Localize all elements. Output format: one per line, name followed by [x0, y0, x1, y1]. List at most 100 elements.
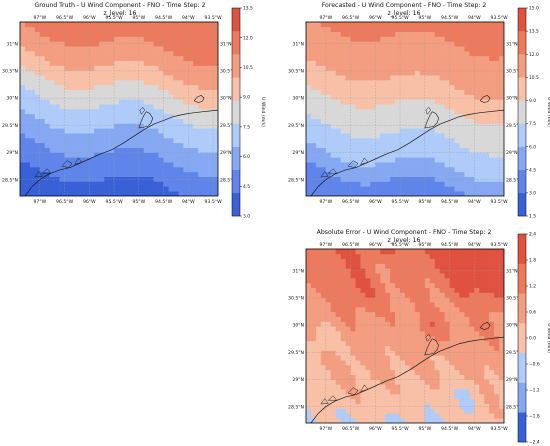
- heatmap-cell: [335, 51, 341, 57]
- heatmap-cell: [395, 249, 401, 255]
- heatmap-cell: [464, 258, 470, 264]
- heatmap-cell: [419, 302, 426, 308]
- heatmap-cell: [183, 147, 189, 153]
- heatmap-cell: [345, 22, 351, 28]
- heatmap-cell: [414, 273, 421, 279]
- heatmap-cell: [325, 147, 332, 153]
- heatmap-cell: [424, 36, 431, 42]
- heatmap-cell: [454, 360, 460, 366]
- heatmap-cell: [494, 413, 500, 419]
- heatmap-cell: [474, 41, 480, 47]
- heatmap-cell: [69, 104, 75, 110]
- heatmap-cell: [49, 84, 55, 90]
- heatmap-cell: [409, 249, 416, 255]
- heatmap-cell: [340, 60, 346, 66]
- heatmap-cell: [79, 70, 85, 76]
- heatmap-cell: [89, 104, 95, 110]
- heatmap-cell: [464, 128, 470, 134]
- heatmap-cell: [439, 302, 445, 308]
- heatmap-cell: [380, 263, 386, 269]
- heatmap-cell: [390, 147, 396, 153]
- heatmap-cell: [315, 60, 322, 66]
- heatmap-cell: [163, 36, 169, 42]
- heatmap-cell: [89, 41, 95, 47]
- heatmap-cell: [400, 118, 406, 124]
- heatmap-cell: [133, 94, 140, 100]
- heatmap-cell: [474, 152, 480, 158]
- heatmap-cell: [489, 31, 495, 37]
- heatmap-cell: [325, 26, 332, 32]
- y-tick-label: 31°N: [292, 41, 304, 47]
- heatmap-cell: [183, 138, 189, 144]
- heatmap-cell: [99, 142, 105, 148]
- heatmap-cell: [163, 142, 169, 148]
- heatmap-cell: [469, 263, 475, 269]
- heatmap-cell: [208, 60, 214, 66]
- heatmap-cell: [434, 142, 440, 148]
- heatmap-cell: [306, 75, 312, 81]
- heatmap-cell: [449, 307, 455, 313]
- heatmap-cell: [365, 321, 371, 327]
- heatmap-cell: [320, 186, 327, 192]
- heatmap-cell: [370, 345, 376, 351]
- heatmap-cell: [429, 181, 435, 187]
- heatmap-cell: [168, 26, 174, 32]
- heatmap-cell: [325, 167, 332, 173]
- x-tick-label: 94°W: [468, 15, 481, 21]
- heatmap-cell: [335, 55, 341, 61]
- coastline-path: [310, 336, 504, 423]
- heatmap-cell: [64, 75, 70, 81]
- heatmap-cell: [469, 55, 475, 61]
- heatmap-cell: [424, 418, 431, 423]
- heatmap-cell: [395, 70, 401, 76]
- heatmap-cell: [380, 46, 386, 52]
- heatmap-cell: [74, 118, 80, 124]
- heatmap-cell: [454, 369, 460, 375]
- heatmap-cell: [350, 345, 356, 351]
- heatmap-cell: [424, 70, 431, 76]
- heatmap-cell: [148, 65, 154, 71]
- heatmap-cell: [213, 55, 218, 61]
- heatmap-cell: [345, 336, 351, 342]
- heatmap-cell: [360, 340, 366, 346]
- heatmap-cell: [360, 70, 366, 76]
- heatmap-cell: [395, 369, 401, 375]
- heatmap-cell: [419, 75, 426, 81]
- x-tick-label: 94.5°W: [155, 15, 173, 21]
- heatmap-cell: [163, 133, 169, 139]
- heatmap-cell: [330, 321, 336, 327]
- heatmap-cell: [464, 287, 470, 293]
- heatmap-cell: [330, 374, 336, 380]
- heatmap-cell: [163, 123, 169, 129]
- heatmap-cell: [335, 191, 341, 196]
- heatmap-cell: [380, 60, 386, 66]
- heatmap-cell: [365, 138, 371, 144]
- heatmap-cell: [345, 287, 351, 293]
- heatmap-cell: [310, 31, 317, 37]
- heatmap-cell: [44, 84, 50, 90]
- heatmap-cell: [44, 65, 50, 71]
- heatmap-cell: [380, 157, 386, 163]
- heatmap-cell: [365, 75, 371, 81]
- heatmap-cell: [193, 75, 199, 81]
- heatmap-cell: [494, 287, 500, 293]
- heatmap-cell: [454, 258, 460, 264]
- heatmap-cell: [494, 191, 500, 196]
- heatmap-cell: [315, 191, 322, 196]
- x-tick-label: 96.5°W: [342, 242, 360, 248]
- heatmap-cell: [449, 403, 455, 409]
- heatmap-cell: [479, 26, 485, 32]
- heatmap-cell: [39, 167, 46, 173]
- heatmap-cell: [489, 258, 495, 264]
- heatmap-cell: [310, 321, 317, 327]
- heatmap-cell: [99, 94, 105, 100]
- heatmap-cell: [49, 191, 55, 196]
- heatmap-cell: [385, 109, 391, 115]
- heatmap-cell: [360, 263, 366, 269]
- heatmap-cell: [330, 133, 336, 139]
- heatmap-cell: [434, 268, 440, 274]
- heatmap-cell: [203, 142, 209, 148]
- heatmap-cell: [143, 70, 149, 76]
- heatmap-cell: [325, 408, 332, 414]
- heatmap-cell: [24, 80, 31, 86]
